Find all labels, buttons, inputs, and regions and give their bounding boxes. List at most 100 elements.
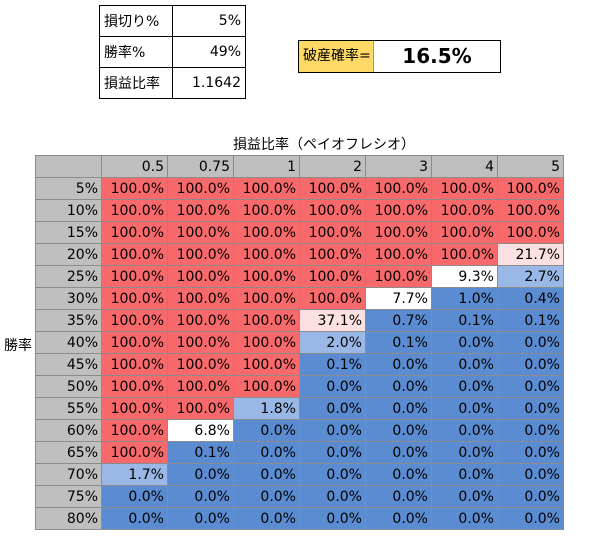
- matrix-cell[interactable]: 0.0%: [233, 463, 300, 486]
- matrix-row-header[interactable]: 75%: [35, 485, 102, 508]
- matrix-cell[interactable]: 0.0%: [497, 353, 564, 376]
- param-label-cell[interactable]: 勝率%: [99, 36, 173, 68]
- matrix-cell[interactable]: 0.0%: [431, 507, 498, 530]
- param-value-cell[interactable]: 1.1642: [172, 67, 246, 99]
- ruin-probability-label[interactable]: 破産確率=: [299, 41, 374, 72]
- matrix-cell[interactable]: 100.0%: [101, 331, 168, 354]
- matrix-cell[interactable]: 100.0%: [233, 331, 300, 354]
- matrix-row-header[interactable]: 40%: [35, 331, 102, 354]
- matrix-cell[interactable]: 0.0%: [299, 419, 366, 442]
- matrix-cell[interactable]: 100.0%: [167, 199, 234, 222]
- matrix-column-header[interactable]: 0.75: [167, 155, 234, 178]
- matrix-cell[interactable]: 100.0%: [431, 177, 498, 200]
- matrix-cell[interactable]: 0.1%: [365, 331, 432, 354]
- matrix-column-header[interactable]: 4: [431, 155, 498, 178]
- matrix-cell[interactable]: 1.0%: [431, 287, 498, 310]
- matrix-row-header[interactable]: 10%: [35, 199, 102, 222]
- matrix-cell[interactable]: 0.0%: [365, 397, 432, 420]
- matrix-cell[interactable]: 100.0%: [101, 375, 168, 398]
- matrix-cell[interactable]: 0.0%: [167, 507, 234, 530]
- matrix-column-header[interactable]: 3: [365, 155, 432, 178]
- matrix-cell[interactable]: 0.0%: [431, 463, 498, 486]
- matrix-cell[interactable]: 100.0%: [299, 177, 366, 200]
- matrix-cell[interactable]: 100.0%: [365, 265, 432, 288]
- matrix-cell[interactable]: 100.0%: [101, 265, 168, 288]
- matrix-column-header[interactable]: 0.5: [101, 155, 168, 178]
- matrix-column-header[interactable]: 2: [299, 155, 366, 178]
- matrix-cell[interactable]: 100.0%: [497, 199, 564, 222]
- matrix-cell[interactable]: 100.0%: [167, 397, 234, 420]
- matrix-cell[interactable]: 0.0%: [431, 353, 498, 376]
- matrix-cell[interactable]: 0.1%: [167, 441, 234, 464]
- matrix-cell[interactable]: 0.0%: [299, 375, 366, 398]
- matrix-cell[interactable]: 100.0%: [431, 199, 498, 222]
- matrix-cell[interactable]: 0.7%: [365, 309, 432, 332]
- matrix-cell[interactable]: 100.0%: [233, 309, 300, 332]
- matrix-cell[interactable]: 0.1%: [299, 353, 366, 376]
- matrix-cell[interactable]: 100.0%: [233, 243, 300, 266]
- matrix-cell[interactable]: 0.0%: [233, 507, 300, 530]
- matrix-row-header[interactable]: 25%: [35, 265, 102, 288]
- matrix-row-header[interactable]: 5%: [35, 177, 102, 200]
- matrix-cell[interactable]: 0.0%: [497, 463, 564, 486]
- matrix-row-header[interactable]: 60%: [35, 419, 102, 442]
- matrix-cell[interactable]: 7.7%: [365, 287, 432, 310]
- matrix-row-header[interactable]: 30%: [35, 287, 102, 310]
- matrix-cell[interactable]: 1.8%: [233, 397, 300, 420]
- matrix-cell[interactable]: 0.0%: [167, 485, 234, 508]
- matrix-cell[interactable]: 0.0%: [167, 463, 234, 486]
- matrix-cell[interactable]: 100.0%: [299, 199, 366, 222]
- matrix-cell[interactable]: 0.0%: [101, 507, 168, 530]
- matrix-cell[interactable]: 100.0%: [101, 177, 168, 200]
- matrix-cell[interactable]: 100.0%: [299, 221, 366, 244]
- matrix-cell[interactable]: 0.0%: [365, 485, 432, 508]
- matrix-cell[interactable]: 100.0%: [365, 177, 432, 200]
- matrix-cell[interactable]: 0.1%: [497, 309, 564, 332]
- matrix-cell[interactable]: 0.4%: [497, 287, 564, 310]
- matrix-cell[interactable]: 21.7%: [497, 243, 564, 266]
- matrix-row-header[interactable]: 20%: [35, 243, 102, 266]
- ruin-probability-value[interactable]: 16.5%: [402, 44, 472, 68]
- matrix-cell[interactable]: 0.0%: [365, 463, 432, 486]
- param-value-cell[interactable]: 5%: [172, 5, 246, 37]
- matrix-cell[interactable]: 100.0%: [233, 221, 300, 244]
- matrix-row-header[interactable]: 45%: [35, 353, 102, 376]
- matrix-cell[interactable]: 0.0%: [497, 331, 564, 354]
- matrix-cell[interactable]: 0.0%: [365, 375, 432, 398]
- matrix-cell[interactable]: 100.0%: [101, 243, 168, 266]
- matrix-cell[interactable]: 9.3%: [431, 265, 498, 288]
- matrix-cell[interactable]: 100.0%: [167, 353, 234, 376]
- matrix-cell[interactable]: 100.0%: [497, 221, 564, 244]
- matrix-cell[interactable]: 100.0%: [233, 199, 300, 222]
- matrix-cell[interactable]: 2.7%: [497, 265, 564, 288]
- matrix-row-header[interactable]: 80%: [35, 507, 102, 530]
- matrix-cell[interactable]: 100.0%: [299, 243, 366, 266]
- matrix-cell[interactable]: 0.0%: [431, 375, 498, 398]
- matrix-cell[interactable]: 100.0%: [101, 441, 168, 464]
- matrix-cell[interactable]: 0.0%: [299, 485, 366, 508]
- matrix-cell[interactable]: 0.0%: [497, 375, 564, 398]
- matrix-column-header[interactable]: 1: [233, 155, 300, 178]
- matrix-row-header[interactable]: 50%: [35, 375, 102, 398]
- matrix-cell[interactable]: 100.0%: [101, 287, 168, 310]
- matrix-cell[interactable]: 0.0%: [233, 485, 300, 508]
- matrix-cell[interactable]: 100.0%: [167, 243, 234, 266]
- matrix-cell[interactable]: 0.0%: [431, 441, 498, 464]
- param-label-cell[interactable]: 損切り%: [99, 5, 173, 37]
- matrix-cell[interactable]: 0.0%: [299, 507, 366, 530]
- matrix-row-header[interactable]: 55%: [35, 397, 102, 420]
- matrix-cell[interactable]: 0.0%: [431, 485, 498, 508]
- matrix-cell[interactable]: 100.0%: [233, 177, 300, 200]
- matrix-cell[interactable]: 0.0%: [299, 441, 366, 464]
- matrix-cell[interactable]: 0.0%: [431, 419, 498, 442]
- matrix-cell[interactable]: 1.7%: [101, 463, 168, 486]
- matrix-cell[interactable]: 0.0%: [365, 419, 432, 442]
- matrix-row-header[interactable]: 70%: [35, 463, 102, 486]
- matrix-row-header[interactable]: 65%: [35, 441, 102, 464]
- matrix-cell[interactable]: 0.0%: [365, 441, 432, 464]
- matrix-cell[interactable]: 0.0%: [233, 441, 300, 464]
- matrix-cell[interactable]: 0.0%: [299, 397, 366, 420]
- matrix-cell[interactable]: 100.0%: [101, 397, 168, 420]
- matrix-cell[interactable]: 100.0%: [101, 309, 168, 332]
- matrix-row-header[interactable]: 35%: [35, 309, 102, 332]
